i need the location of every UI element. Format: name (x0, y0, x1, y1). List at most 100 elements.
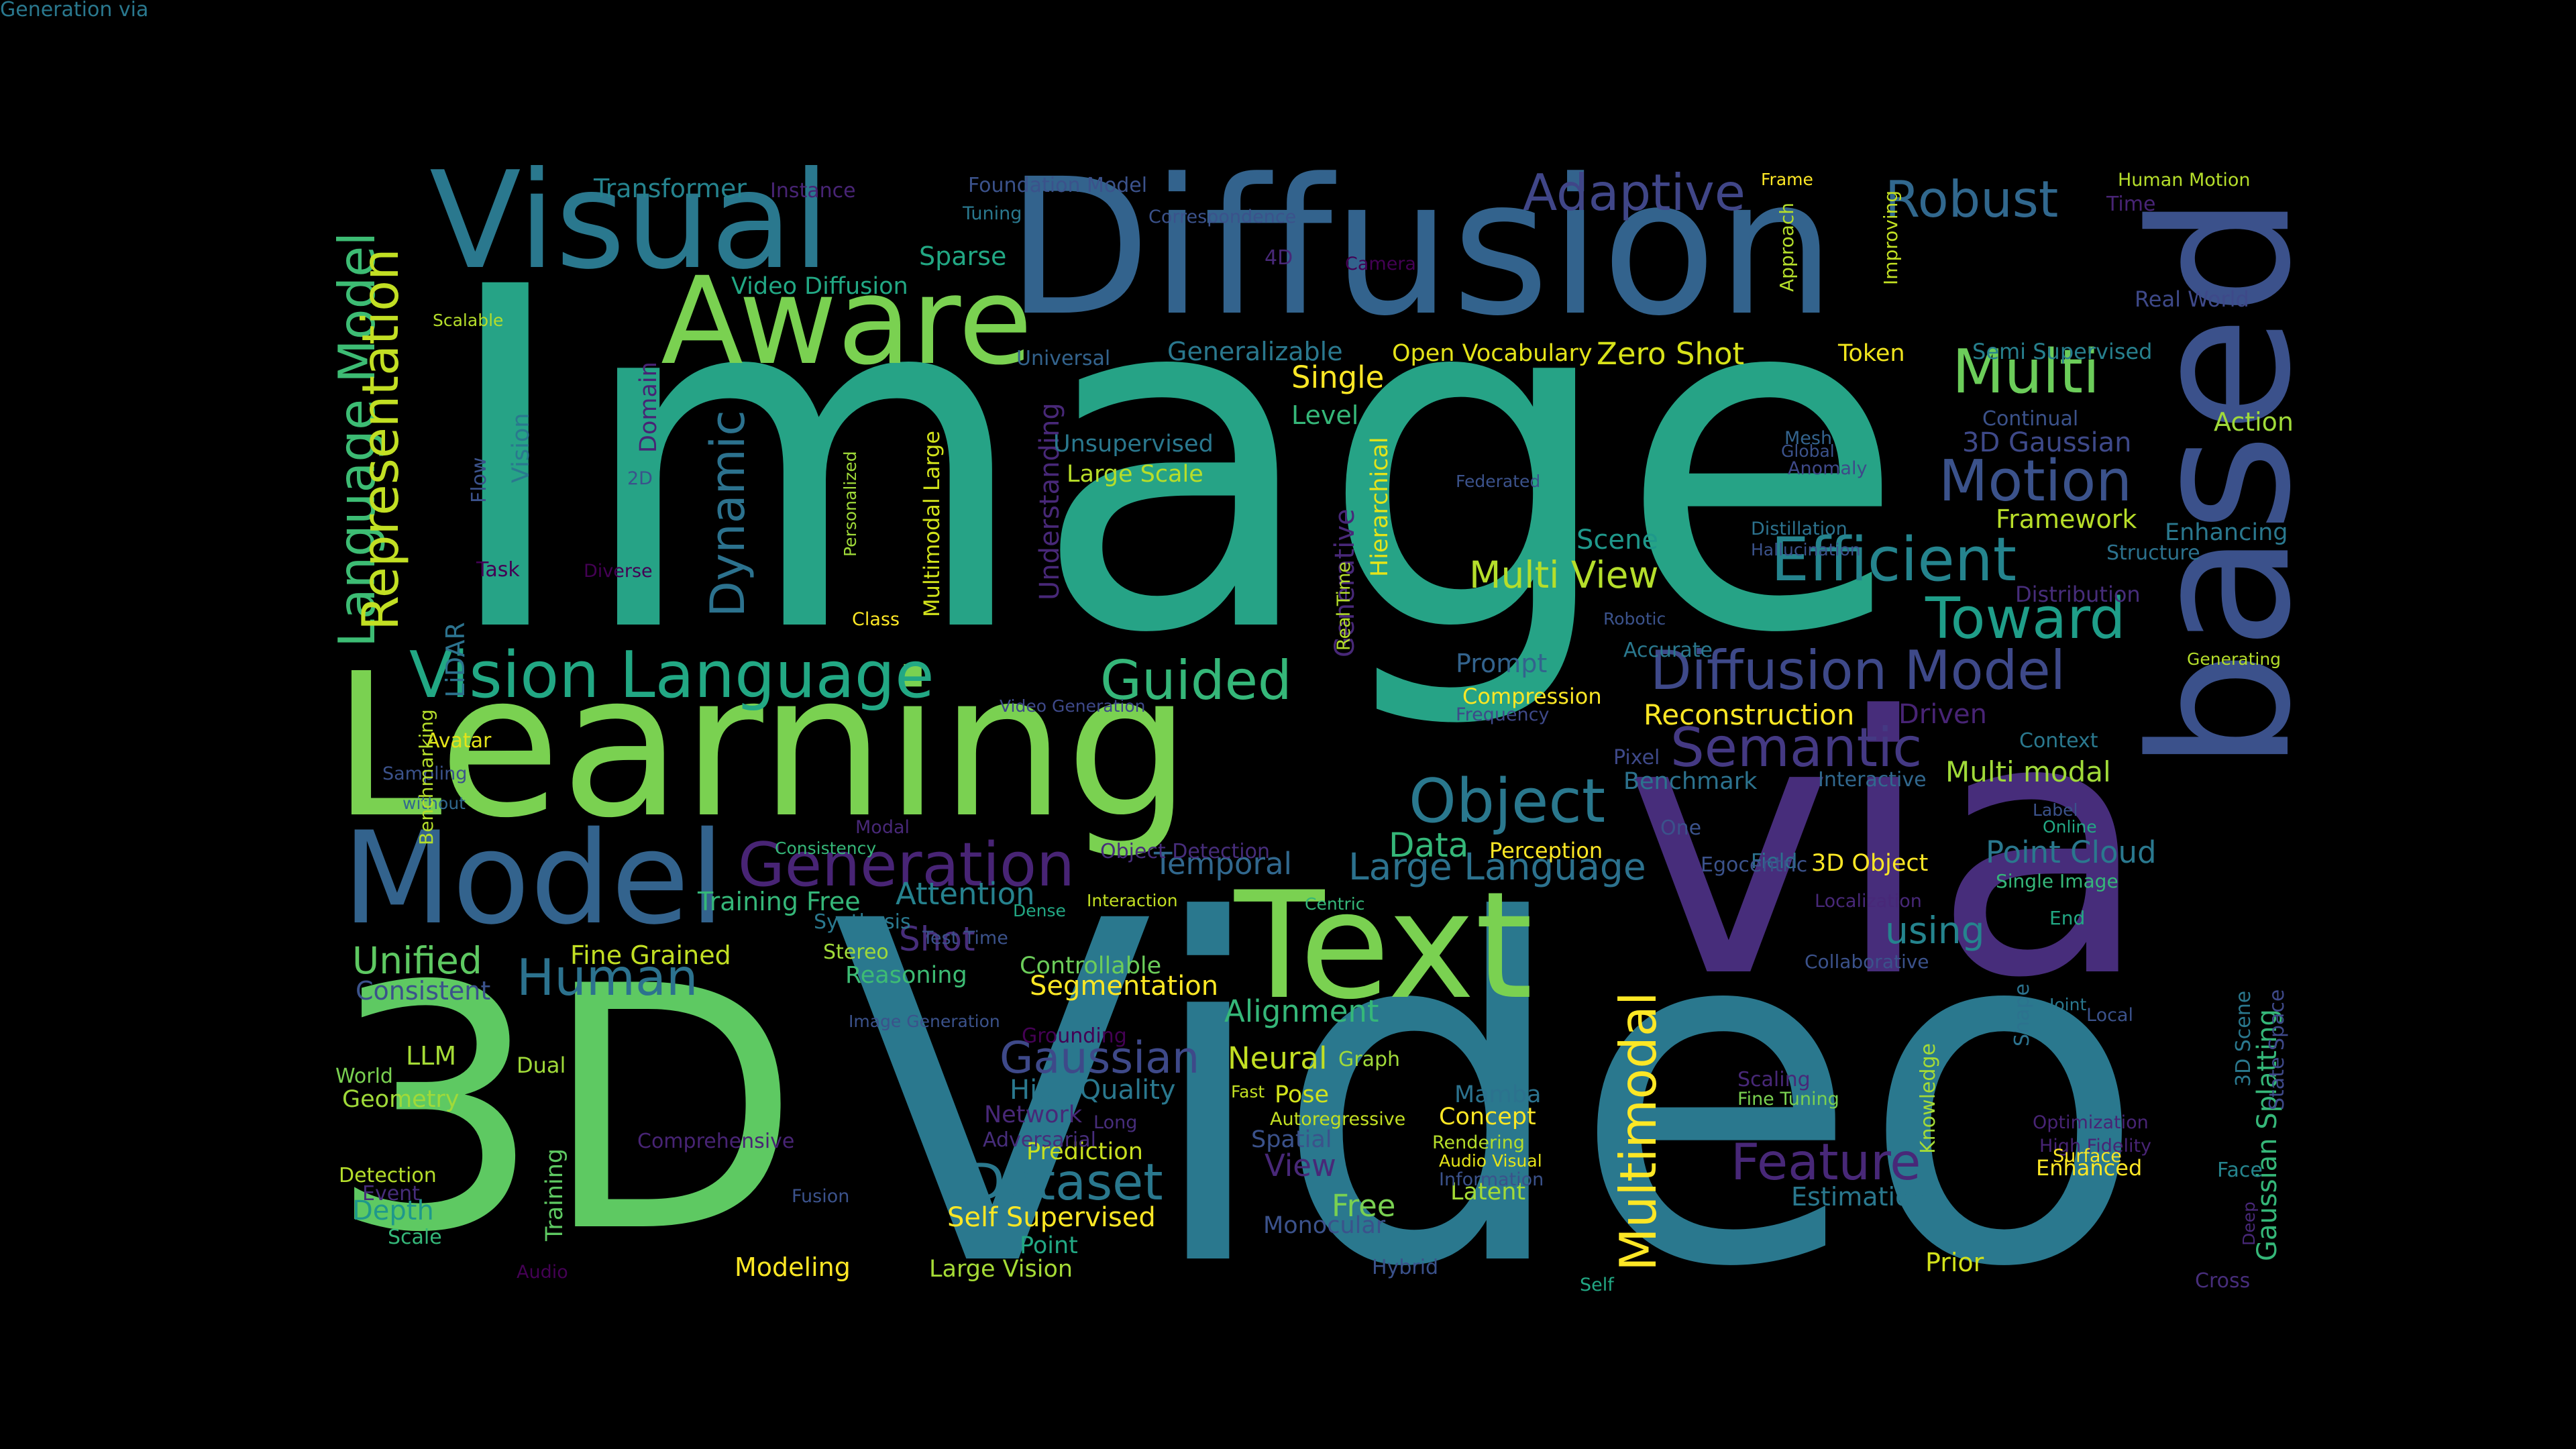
word-state-space: State Space (2265, 989, 2289, 1110)
word-depth: Depth (352, 1195, 434, 1226)
word-based: based (2110, 194, 2333, 771)
word-face: Face (2217, 1159, 2263, 1182)
word-hallucination: Hallucination (1751, 540, 1861, 559)
word-robotic: Robotic (1603, 609, 1666, 629)
word-frequency: Frequency (1456, 704, 1550, 725)
word-modeling: Modeling (735, 1252, 851, 1282)
word-controllable: Controllable (1020, 953, 1162, 979)
word-personalized: Personalized (841, 451, 860, 557)
word-benchmarking: Benchmarking (415, 709, 437, 845)
word-dual: Dual (517, 1053, 566, 1078)
word-deep: Deep (2239, 1201, 2259, 1246)
word-egocentric: Egocentric (1701, 853, 1808, 877)
word-context: Context (2019, 729, 2098, 753)
word-prediction: Prediction (1026, 1138, 1143, 1165)
word-generation: Generation (738, 830, 1075, 900)
word-class: Class (852, 609, 900, 630)
word-large-vision: Large Vision (929, 1256, 1073, 1283)
word-camera: Camera (1345, 254, 1416, 274)
word-segmentation: Segmentation (1030, 971, 1219, 1002)
word-human-motion: Human Motion (2118, 170, 2251, 191)
word-temporal: Temporal (1154, 846, 1293, 881)
word-human: Human (517, 948, 698, 1007)
word-fine-tuning: Fine Tuning (1737, 1089, 1839, 1110)
word-flow: Flow (468, 457, 491, 503)
word-image: Image (436, 189, 1907, 736)
word-localization: Localization (1815, 891, 1922, 912)
word-robust: Robust (1885, 170, 2059, 229)
word-unified: Unified (352, 939, 482, 982)
word-hierarchical: Hierarchical (1366, 437, 1393, 577)
word-label: Label (2033, 800, 2078, 820)
word-multi-view: Multi View (1469, 553, 1659, 596)
word-graph: Graph (1338, 1048, 1401, 1071)
word-generalizable: Generalizable (1167, 337, 1343, 366)
word-sparse: Sparse (919, 241, 1007, 271)
word-frame: Frame (1761, 170, 1813, 189)
word-video-diffusion: Video Diffusion (731, 273, 908, 300)
word-test-time: Test Time (922, 928, 1008, 949)
word-multimodal: Multimodal (1609, 991, 1668, 1271)
word-field: Field (1751, 850, 1798, 873)
word-adversarial: Adversarial (983, 1128, 1096, 1152)
word-avatar: Avatar (426, 729, 492, 753)
word-driven: Driven (1898, 699, 1987, 730)
word-consistent: Consistent (356, 976, 491, 1006)
word-approach: Approach (1776, 202, 1798, 292)
word-comprehensive: Comprehensive (637, 1130, 795, 1153)
word-multi-modal: Multi modal (1945, 755, 2111, 788)
word-latent: Latent (1450, 1179, 1526, 1205)
word-object-detection: Object Detection (1100, 840, 1270, 863)
word-free: Free (1332, 1188, 1396, 1224)
word-image-generation: Image Generation (849, 1012, 1000, 1031)
word-motion: Motion (1939, 448, 2133, 515)
word-interaction: Interaction (1087, 891, 1178, 910)
word-framework: Framework (1996, 504, 2137, 534)
word-continual: Continual (1982, 407, 2079, 431)
word-lidar: LiDAR (441, 622, 470, 698)
word-shot: Shot (899, 920, 975, 959)
word-online: Online (2043, 817, 2097, 837)
word-enhanced: Enhanced (2036, 1155, 2143, 1181)
word-universal: Universal (1016, 347, 1111, 370)
word-joint: Joint (2049, 995, 2087, 1014)
word-long: Long (1093, 1112, 1138, 1133)
word-mamba: Mamba (1454, 1081, 1542, 1108)
word-prompt: Prompt (1456, 649, 1548, 678)
word-sampling: Sampling (382, 763, 468, 784)
word-event: Event (362, 1182, 420, 1205)
word-audio: Audio (517, 1262, 568, 1283)
word-real-world: Real World (2135, 286, 2249, 312)
word-3d-object: 3D Object (1811, 850, 1929, 877)
word-4d: 4D (1265, 246, 1293, 270)
word-fusion: Fusion (792, 1186, 850, 1207)
word-spatial: Spatial (1251, 1126, 1332, 1153)
word-large-language: Large Language (1348, 845, 1646, 888)
word-self-supervised: Self Supervised (947, 1202, 1156, 1233)
word-instance: Instance (770, 179, 856, 203)
word-attention: Attention (896, 876, 1035, 912)
word-consistency: Consistency (775, 839, 877, 858)
word-fast: Fast (1231, 1082, 1265, 1102)
word-gaussian: Gaussian (1000, 1033, 1200, 1083)
word-vision-language: Vision Language (409, 639, 934, 712)
word-anomaly: Anomaly (1788, 458, 1868, 479)
word-vision: Vision (508, 413, 535, 483)
word-semantic: Semantic (1670, 716, 1923, 779)
word-rendering: Rendering (1432, 1132, 1525, 1153)
word-data: Data (1389, 826, 1469, 865)
word-guided: Guided (1100, 649, 1292, 712)
word-reconstruction: Reconstruction (1644, 698, 1855, 731)
word-fine-grained: Fine Grained (570, 941, 731, 970)
word-synthesis: Synthesis (814, 910, 911, 934)
word-monocular: Monocular (1263, 1212, 1386, 1239)
word-video-generation: Video Generation (1000, 696, 1146, 716)
word-optimization: Optimization (2033, 1112, 2149, 1133)
word-efficient: Efficient (1771, 525, 2017, 595)
word-training-free: Training Free (698, 887, 861, 916)
word-one: One (1660, 816, 1702, 840)
word-hybrid: Hybrid (1372, 1256, 1439, 1279)
word-using: using (1885, 909, 1985, 952)
word-diffusion-model: Diffusion Model (1650, 639, 2065, 702)
